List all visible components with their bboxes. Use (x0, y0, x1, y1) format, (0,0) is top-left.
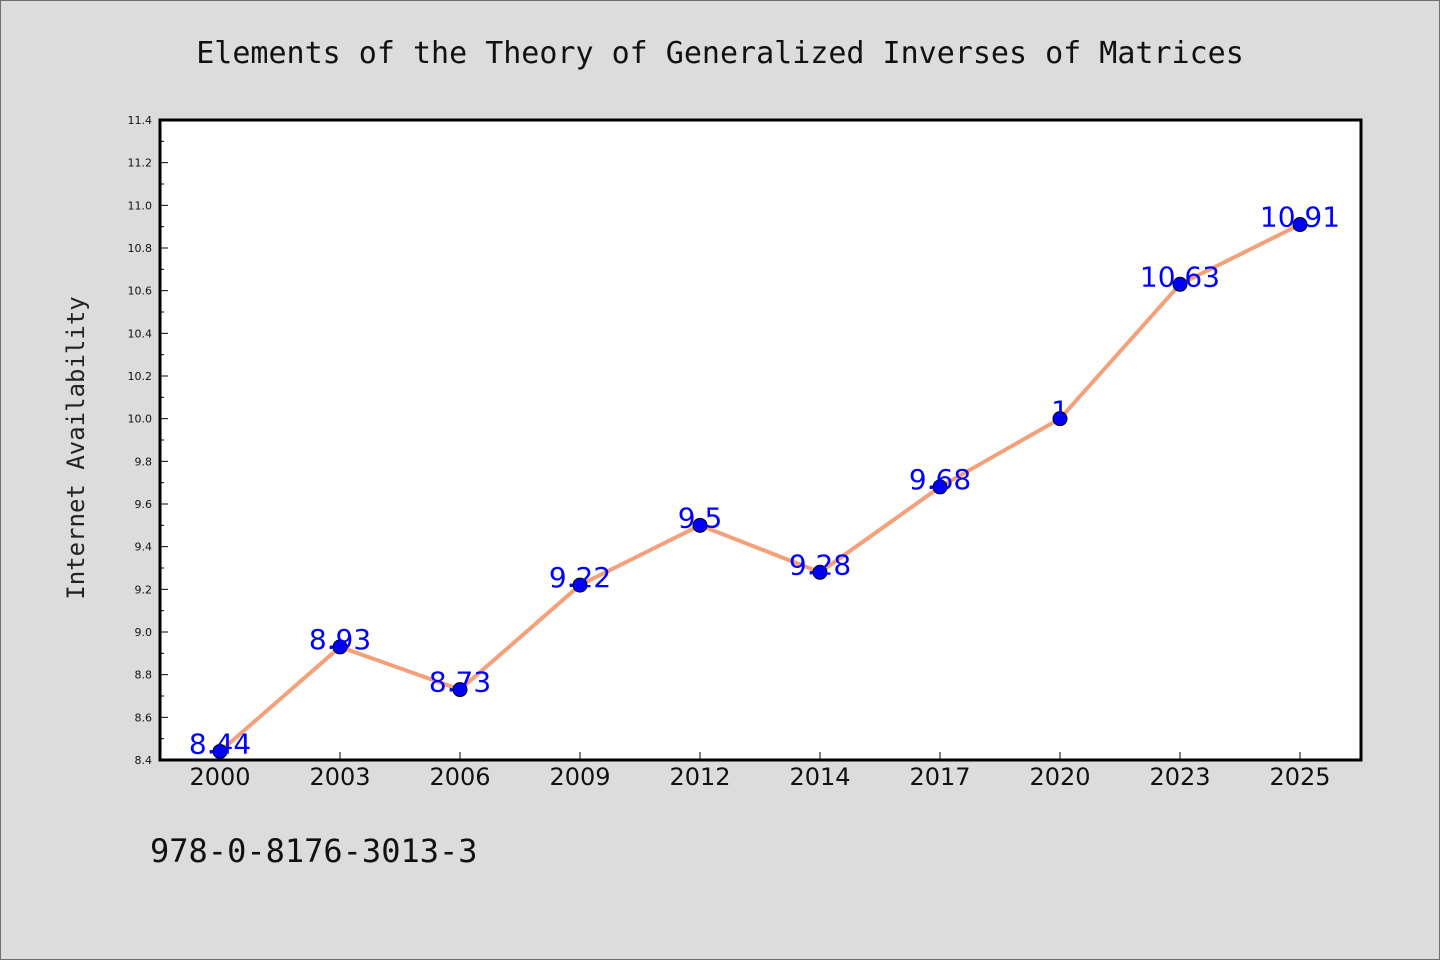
data-point-marker (932, 479, 948, 495)
x-tick-label: 2000 (189, 763, 250, 791)
y-tick-label: 10.2 (128, 370, 153, 383)
y-tick-label: 8.6 (135, 711, 153, 724)
data-value-label: 10.63 (1140, 260, 1220, 293)
data-value-label: 9.22 (549, 561, 611, 594)
y-axis-ticks: 8.4 8.6 8.8 9.0 9.2 9.4 9.6 9.8 10.0 10.2 10.4 10.6… (128, 114, 168, 767)
data-value-label: 9.68 (909, 463, 971, 496)
data-point-marker (212, 743, 228, 759)
data-value-label: 8.93 (309, 623, 371, 656)
y-tick-label: 9.4 (135, 541, 153, 554)
y-axis-label: Internet Availability (62, 296, 90, 599)
data-point-marker (1052, 411, 1068, 427)
x-tick-label: 2009 (549, 763, 610, 791)
chart-title: Elements of the Theory of Generalized In… (196, 36, 1244, 71)
data-value-label: 10.91 (1260, 201, 1340, 234)
y-tick-label: 11.4 (128, 114, 153, 127)
data-point-marker (572, 577, 588, 593)
data-value-label: 1 (1051, 395, 1069, 428)
series-line-group (218, 222, 1302, 754)
plot-area (158, 118, 1363, 762)
y-tick-label: 11.2 (128, 157, 153, 170)
x-tick-label: 2017 (909, 763, 970, 791)
x-axis-ticks: 2000 2003 2006 2009 2012 2014 2017 2020 2023 2025 (189, 752, 1331, 791)
data-value-label: 9.5 (678, 501, 723, 534)
series-markers (212, 217, 1308, 759)
isbn-footer: 978-0-8176-3013-3 (150, 832, 478, 870)
y-tick-label: 11.0 (128, 199, 153, 212)
y-tick-label: 10.0 (128, 413, 153, 426)
data-point-marker (452, 682, 468, 698)
y-tick-label: 10.6 (128, 285, 153, 298)
y-tick-label: 9.0 (135, 626, 153, 639)
y-tick-label: 8.8 (135, 669, 153, 682)
x-tick-label: 2025 (1269, 763, 1330, 791)
data-value-label: 8.73 (429, 666, 491, 699)
y-tick-label: 9.6 (135, 498, 153, 511)
data-point-marker (812, 564, 828, 580)
x-tick-label: 2012 (669, 763, 730, 791)
data-point-marker (692, 517, 708, 533)
y-tick-label: 8.4 (135, 754, 153, 767)
x-tick-label: 2023 (1149, 763, 1210, 791)
data-value-label: 8.44 (189, 727, 251, 760)
data-value-label: 9.28 (789, 548, 851, 581)
data-labels: 8.44 8.93 8.73 9.22 9.5 9.28 9.68 1 10.63 10.91 (189, 201, 1340, 761)
y-tick-label: 9.8 (135, 455, 153, 468)
y-tick-label: 9.2 (135, 583, 153, 596)
data-point-marker (332, 639, 348, 655)
data-point-marker (1172, 276, 1188, 292)
x-tick-label: 2014 (789, 763, 850, 791)
x-tick-label: 2003 (309, 763, 370, 791)
data-point-marker (1292, 217, 1308, 233)
y-tick-label: 10.4 (128, 327, 153, 340)
y-tick-label: 10.8 (128, 242, 153, 255)
x-tick-label: 2006 (429, 763, 490, 791)
x-tick-label: 2020 (1029, 763, 1090, 791)
series-line (218, 222, 1302, 754)
